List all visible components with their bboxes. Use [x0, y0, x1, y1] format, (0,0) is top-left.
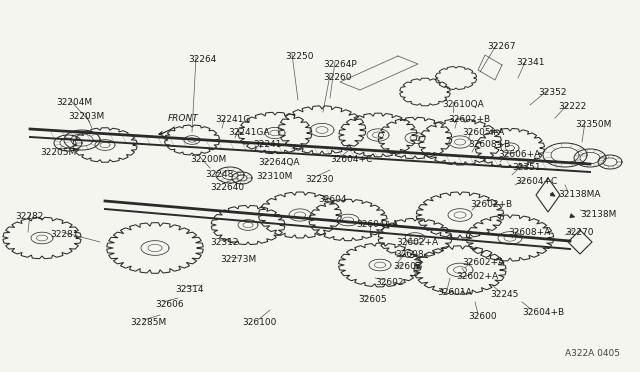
Text: 32602+B: 32602+B	[448, 115, 490, 124]
Text: 32203M: 32203M	[68, 112, 104, 121]
Text: 32267: 32267	[487, 42, 515, 51]
Text: 32248: 32248	[205, 170, 234, 179]
Text: 32138MA: 32138MA	[558, 190, 600, 199]
Text: 326100: 326100	[242, 318, 276, 327]
Text: 32264: 32264	[188, 55, 216, 64]
Text: 32351: 32351	[512, 163, 541, 172]
Text: 32605: 32605	[358, 295, 387, 304]
Text: 32602: 32602	[375, 278, 403, 287]
Text: 32606+A: 32606+A	[498, 150, 540, 159]
Text: 32241GA: 32241GA	[228, 128, 269, 137]
Text: 32260: 32260	[323, 73, 351, 82]
Text: 32204M: 32204M	[56, 98, 92, 107]
Text: 32310M: 32310M	[256, 172, 292, 181]
Text: 32264QA: 32264QA	[258, 158, 300, 167]
Text: 32608+A: 32608+A	[508, 228, 550, 237]
Text: 32264P: 32264P	[323, 60, 356, 69]
Text: 32138M: 32138M	[580, 210, 616, 219]
Text: 32200M: 32200M	[190, 155, 227, 164]
Text: 32350M: 32350M	[575, 120, 611, 129]
Text: A322A 0405: A322A 0405	[565, 349, 620, 358]
Text: 32341: 32341	[516, 58, 545, 67]
Text: 32314: 32314	[175, 285, 204, 294]
Text: 32608+B: 32608+B	[468, 140, 510, 149]
Text: 32602+A: 32602+A	[396, 238, 438, 247]
Text: 32352: 32352	[538, 88, 566, 97]
Text: 32602: 32602	[393, 262, 422, 271]
Text: 32270: 32270	[565, 228, 593, 237]
Text: 32610QA: 32610QA	[442, 100, 484, 109]
Text: 32245: 32245	[490, 290, 518, 299]
Text: 32604+C: 32604+C	[330, 155, 372, 164]
Text: 32604+B: 32604+B	[522, 308, 564, 317]
Text: 32312: 32312	[210, 238, 239, 247]
Text: 32601A: 32601A	[437, 288, 472, 297]
Text: 32608: 32608	[395, 250, 424, 259]
Text: 32604+A: 32604+A	[356, 220, 398, 229]
Text: 32205M: 32205M	[40, 148, 76, 157]
Text: 32285M: 32285M	[130, 318, 166, 327]
Text: 32602+A: 32602+A	[456, 272, 498, 281]
Text: 322640: 322640	[210, 183, 244, 192]
Text: 32600: 32600	[468, 312, 497, 321]
Text: 32241: 32241	[253, 140, 282, 149]
Text: 32606: 32606	[155, 300, 184, 309]
Text: 32604+C: 32604+C	[515, 177, 557, 186]
Text: 32230: 32230	[305, 175, 333, 184]
Text: FRONT: FRONT	[159, 113, 199, 135]
Text: 32602+A: 32602+A	[462, 258, 504, 267]
Text: 32282: 32282	[15, 212, 44, 221]
Text: 32604: 32604	[318, 195, 346, 204]
Text: 32222: 32222	[558, 102, 586, 111]
Text: 32281: 32281	[50, 230, 79, 239]
Text: 32250: 32250	[285, 52, 314, 61]
Text: 32241G: 32241G	[215, 115, 250, 124]
Text: 32605+A: 32605+A	[462, 128, 504, 137]
Text: 32273M: 32273M	[220, 255, 256, 264]
Text: 32602+B: 32602+B	[470, 200, 512, 209]
